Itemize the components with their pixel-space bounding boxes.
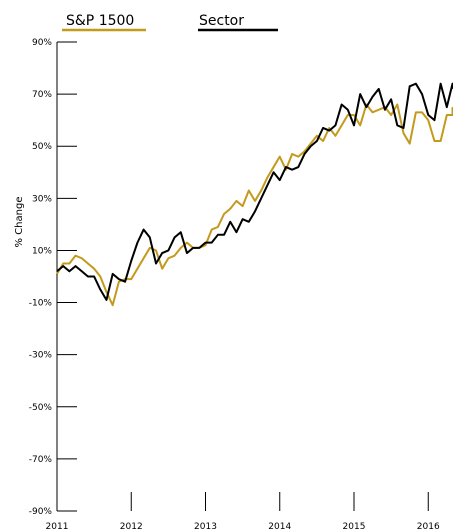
y-tick-label: -50% bbox=[29, 403, 53, 413]
y-tick-label: 70% bbox=[32, 90, 52, 100]
y-axis-ticks: 90% 70% 50% 30% 10% -10% -30% -50% -70% -90% bbox=[29, 38, 77, 517]
legend: S&P 1500 Sector bbox=[62, 13, 278, 32]
y-tick-label: 90% bbox=[32, 38, 52, 48]
y-tick-label: -30% bbox=[29, 351, 53, 361]
series-line-sector bbox=[56, 82, 453, 301]
x-tick-label: 2011 bbox=[46, 522, 69, 531]
y-tick-label: 30% bbox=[32, 194, 52, 204]
y-tick-label: 50% bbox=[32, 142, 52, 152]
y-tick-label: -10% bbox=[29, 299, 53, 309]
series-line-s-p-1500 bbox=[56, 103, 453, 307]
x-tick-label: 2015 bbox=[343, 522, 366, 531]
y-tick-label: 10% bbox=[32, 246, 52, 256]
legend-item-sector: Sector bbox=[198, 13, 278, 32]
legend-item-sp1500: S&P 1500 bbox=[62, 13, 146, 32]
x-tick-label: 2013 bbox=[194, 522, 217, 531]
y-tick-label: -90% bbox=[29, 507, 53, 517]
y-axis-title: % Change bbox=[14, 197, 25, 248]
x-tick-label: 2012 bbox=[120, 522, 143, 531]
legend-label-sp1500: S&P 1500 bbox=[66, 13, 134, 29]
x-tick-label: 2014 bbox=[268, 522, 291, 531]
x-tick-label: 2016 bbox=[417, 522, 440, 531]
series-layer bbox=[56, 82, 453, 307]
x-axis-ticks: 2011 2012 2013 2014 2015 2016 bbox=[46, 492, 440, 531]
y-tick-label: -70% bbox=[29, 455, 53, 465]
legend-label-sector: Sector bbox=[199, 13, 244, 29]
